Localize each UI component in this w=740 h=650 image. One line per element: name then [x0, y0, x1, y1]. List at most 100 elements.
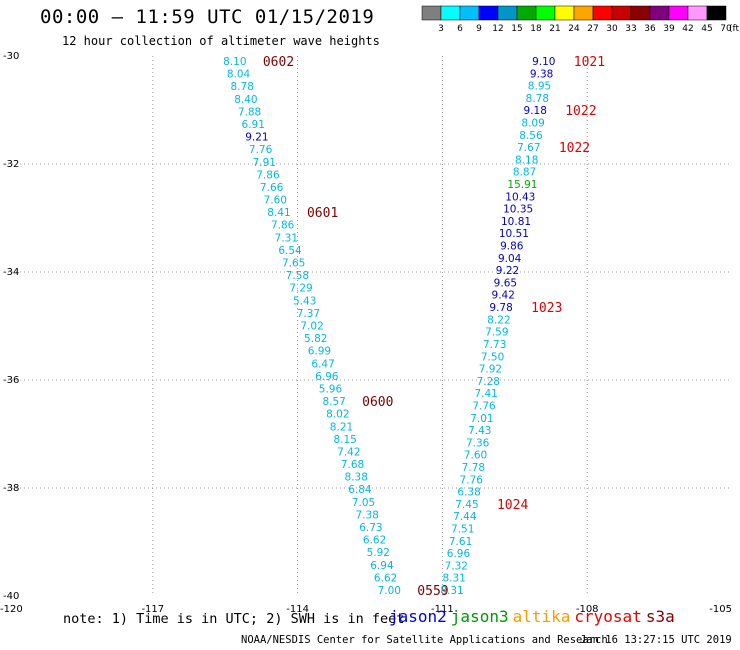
latitude-tick-label: -34	[3, 267, 19, 278]
wave-height-label: 5.96	[319, 383, 343, 395]
colorbar-label: 36	[644, 24, 656, 34]
wave-height-label: 7.60	[264, 195, 287, 207]
wave-height-label: 7.58	[286, 270, 309, 282]
wave-height-label: 8.02	[326, 409, 349, 421]
wave-height-label: 6.99	[308, 346, 331, 358]
wave-height-label: 8.57	[322, 396, 345, 408]
wave-height-label: 10.43	[505, 191, 535, 203]
wave-height-label: 7.66	[260, 182, 284, 194]
latitude-tick-label: -30	[3, 51, 19, 62]
wave-height-label: 8.95	[528, 81, 551, 93]
wave-height-label: 6.73	[359, 522, 382, 534]
wave-height-label: 6.96	[315, 371, 339, 383]
wave-height-label: 7.65	[282, 258, 305, 270]
chart-subtitle: 12 hour collection of altimeter wave hei…	[62, 34, 380, 48]
colorbar-label: 18	[530, 24, 542, 34]
pass-time-label: 1024	[497, 498, 528, 513]
latitude-tick-label: -36	[3, 375, 19, 386]
wave-height-label: 7.86	[271, 220, 295, 232]
wave-height-label: 9.04	[498, 253, 522, 265]
colorbar-label: 6	[457, 24, 463, 34]
wave-height-label: 8.09	[521, 118, 544, 130]
wave-height-label: 7.76	[460, 474, 484, 486]
longitude-tick-label: -105	[709, 604, 732, 615]
footer-note: note: 1) Time is in UTC; 2) SWH is in fe…	[63, 611, 405, 627]
pass-time-label: 0600	[362, 395, 393, 410]
satellite-legend: jason2 jason3 altika cryosat s3a	[389, 607, 679, 626]
wave-height-label: 8.18	[515, 154, 538, 166]
pass-time-label: 0601	[307, 206, 338, 221]
legend-item-jason2: jason2	[389, 607, 447, 626]
wave-height-label: 7.28	[477, 376, 500, 388]
wave-height-label: 7.43	[468, 425, 491, 437]
wave-height-label: 8.31	[442, 573, 465, 585]
wave-height-label: 7.05	[352, 497, 375, 509]
wave-height-label: 6.91	[242, 119, 265, 131]
wave-height-label: 8.10	[223, 56, 246, 68]
wave-height-label: 8.41	[267, 207, 290, 219]
wave-height-label: 6.54	[278, 245, 302, 257]
pass-time-label: 1022	[565, 104, 596, 119]
colorbar-unit: (ft)	[729, 24, 740, 34]
wave-height-label: 7.32	[445, 560, 468, 572]
latitude-tick-label: -38	[3, 483, 19, 494]
wave-height-label: 6.47	[311, 358, 334, 370]
wave-height-label: 10.51	[499, 228, 529, 240]
wave-height-label: 7.01	[470, 413, 493, 425]
colorbar-label: 27	[587, 24, 598, 34]
wave-height-label: 7.00	[378, 585, 401, 597]
generation-timestamp: Jan 16 13:27:15 UTC 2019	[580, 634, 732, 646]
pass-time-label: 0559	[417, 584, 448, 599]
colorbar-label: 45	[701, 24, 712, 34]
wave-height-label: 9.38	[530, 68, 553, 80]
wave-height-label: 7.38	[356, 509, 379, 521]
wave-height-label: 6.62	[374, 572, 397, 584]
wave-height-label: 8.22	[487, 314, 510, 326]
wave-height-label: 7.67	[517, 142, 540, 154]
wave-height-label: 7.44	[453, 511, 477, 523]
wave-height-label: 7.02	[300, 321, 323, 333]
wave-height-label: 7.91	[253, 157, 276, 169]
wave-height-label: 6.94	[370, 560, 394, 572]
wave-height-label: 10.81	[501, 216, 531, 228]
wave-height-label: 8.31	[440, 585, 463, 597]
wave-height-label: 7.31	[275, 232, 298, 244]
legend-item-cryosat: cryosat	[574, 607, 642, 626]
colorbar-label: 70	[720, 24, 732, 34]
wave-height-label: 5.82	[304, 333, 327, 345]
colorbar-label: 9	[476, 24, 482, 34]
wave-height-label: 7.41	[474, 388, 497, 400]
wave-height-label: 15.91	[507, 179, 537, 191]
legend-item-jason3: jason3	[450, 607, 509, 626]
colorbar-swatch	[706, 5, 727, 21]
wave-height-label: 10.35	[503, 204, 533, 216]
wave-height-label: 7.60	[464, 450, 487, 462]
wave-height-label: 9.42	[492, 290, 515, 302]
colorbar-label: 33	[625, 24, 636, 34]
wave-height-label: 7.86	[256, 169, 280, 181]
colorbar-label: 42	[682, 24, 693, 34]
wave-height-label: 7.45	[455, 499, 478, 511]
legend-item-s3a: s3a	[645, 607, 675, 626]
wave-height-label: 7.61	[449, 536, 472, 548]
latitude-tick-label: -32	[3, 159, 19, 170]
credit-line: NOAA/NESDIS Center for Satellite Applica…	[241, 634, 608, 646]
longitude-tick-label: -108	[576, 604, 599, 615]
wave-height-label: 7.76	[472, 400, 496, 412]
altimeter-track: 9.109.388.958.789.188.098.567.678.188.87…	[440, 55, 605, 597]
colorbar-label: 3	[438, 24, 444, 34]
wave-height-label: 9.18	[524, 105, 547, 117]
wave-height-label: 6.96	[447, 548, 471, 560]
longitude-tick-label: -114	[286, 604, 309, 615]
wave-height-label: 7.76	[249, 144, 273, 156]
colorbar-label: 30	[606, 24, 618, 34]
longitude-tick-label: -120	[0, 604, 23, 615]
wave-height-label: 9.10	[532, 56, 555, 68]
pass-time-label: 0602	[263, 55, 294, 70]
wave-height-label: 7.50	[481, 351, 504, 363]
wave-height-label: 7.42	[337, 446, 360, 458]
wave-height-label: 9.21	[245, 132, 268, 144]
wave-height-label: 7.29	[289, 283, 312, 295]
